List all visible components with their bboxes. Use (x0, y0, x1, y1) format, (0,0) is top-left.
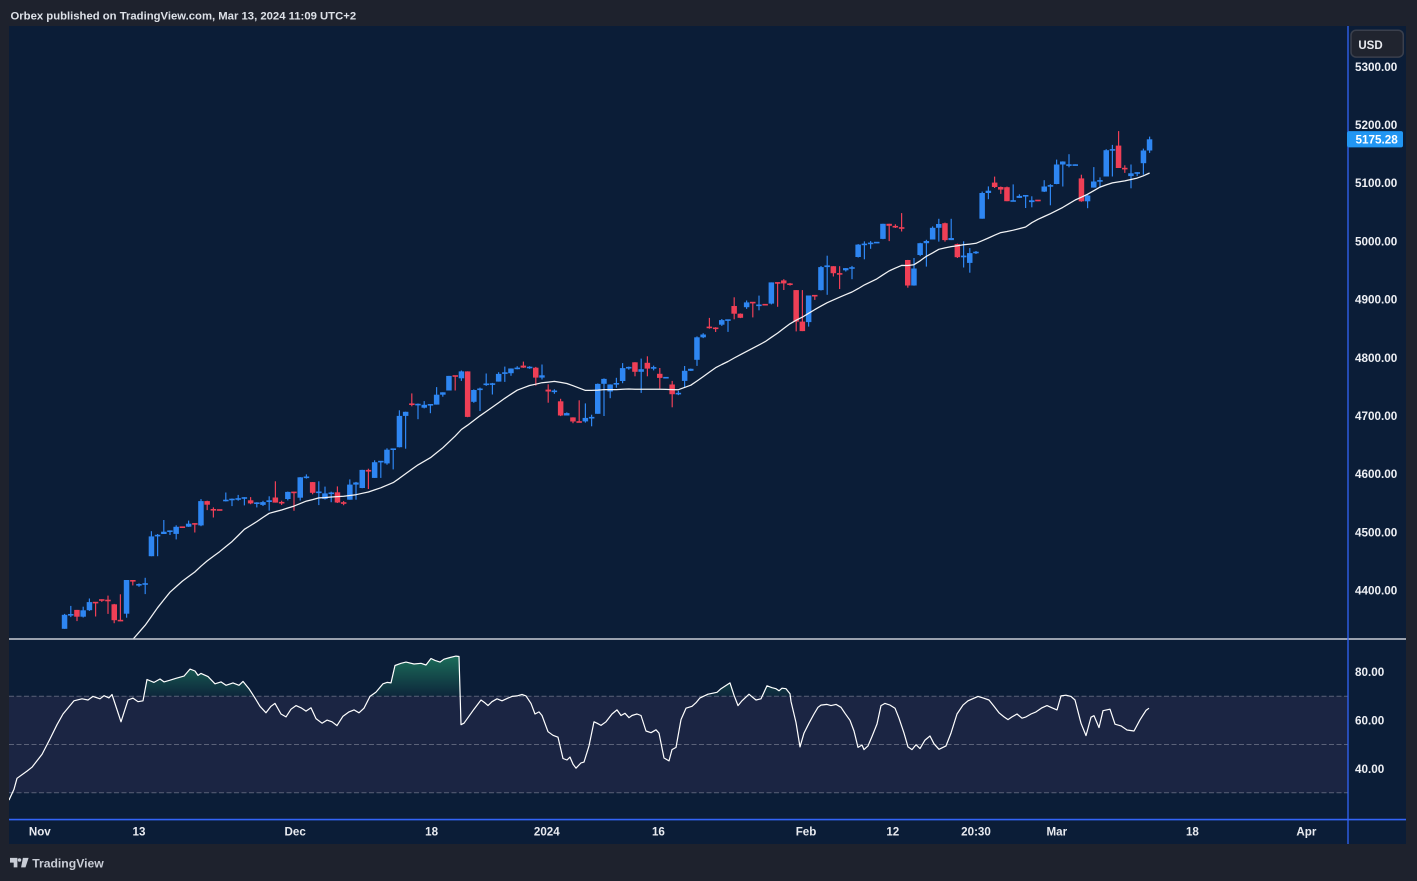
svg-text:Feb: Feb (796, 825, 817, 838)
svg-text:5300.00: 5300.00 (1355, 61, 1398, 74)
svg-text:60.00: 60.00 (1355, 714, 1385, 727)
svg-text:5100.00: 5100.00 (1355, 177, 1398, 190)
svg-text:Nov: Nov (29, 825, 51, 838)
svg-text:12: 12 (886, 825, 899, 838)
svg-text:2024: 2024 (534, 825, 560, 838)
svg-text:4800.00: 4800.00 (1355, 352, 1398, 365)
svg-text:18: 18 (425, 825, 438, 838)
svg-text:5175.28: 5175.28 (1356, 133, 1399, 146)
svg-text:40.00: 40.00 (1355, 763, 1385, 776)
svg-text:4500.00: 4500.00 (1355, 526, 1398, 539)
svg-text:Apr: Apr (1296, 825, 1316, 838)
svg-text:20:30: 20:30 (961, 825, 991, 838)
svg-text:4700.00: 4700.00 (1355, 410, 1398, 423)
svg-text:USD: USD (1358, 40, 1382, 52)
svg-text:TradingView: TradingView (32, 856, 104, 870)
svg-text:4900.00: 4900.00 (1355, 294, 1398, 307)
svg-text:Orbex published on TradingView: Orbex published on TradingView.com, Mar … (11, 10, 357, 22)
svg-text:4400.00: 4400.00 (1355, 585, 1398, 598)
svg-text:16: 16 (652, 825, 665, 838)
svg-text:5000.00: 5000.00 (1355, 235, 1398, 248)
svg-text:4600.00: 4600.00 (1355, 468, 1398, 481)
svg-text:80.00: 80.00 (1355, 666, 1385, 679)
svg-text:18: 18 (1186, 825, 1199, 838)
svg-text:5200.00: 5200.00 (1355, 119, 1398, 132)
svg-text:Dec: Dec (285, 825, 307, 838)
svg-text:Mar: Mar (1046, 825, 1067, 838)
svg-text:13: 13 (133, 825, 146, 838)
